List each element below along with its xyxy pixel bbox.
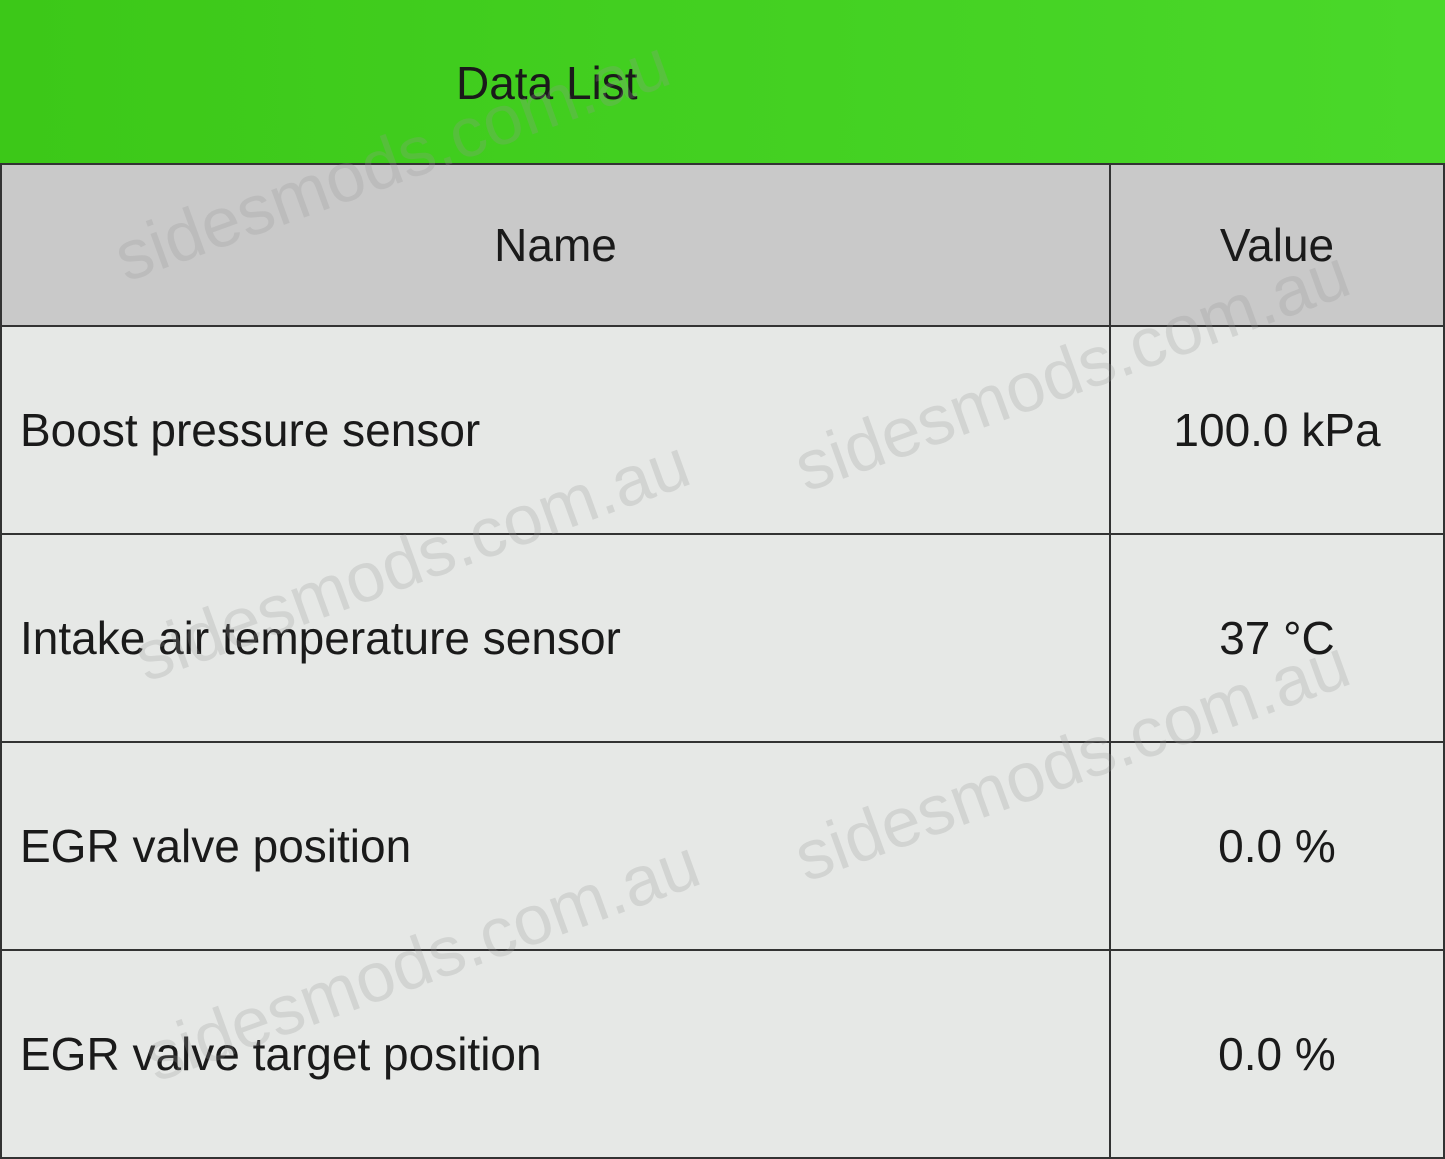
table-row[interactable]: EGR valve position 0.0 % — [0, 741, 1445, 951]
title-bar: Data List — [0, 0, 1445, 163]
row-value: 0.0 % — [1109, 949, 1445, 1159]
row-name: Boost pressure sensor — [0, 325, 1111, 535]
row-name: EGR valve target position — [0, 949, 1111, 1159]
column-header-value: Value — [1109, 163, 1445, 327]
column-header-name: Name — [0, 163, 1111, 327]
row-value: 0.0 % — [1109, 741, 1445, 951]
table-row[interactable]: EGR valve target position 0.0 % — [0, 949, 1445, 1159]
table-header: Name Value — [0, 163, 1445, 327]
data-list-table: Name Value Boost pressure sensor 100.0 kPa… — [0, 163, 1445, 1159]
page-title: Data List — [456, 57, 638, 109]
row-name: Intake air temperature sensor — [0, 533, 1111, 743]
row-value: 37 °C — [1109, 533, 1445, 743]
table-row[interactable]: Intake air temperature sensor 37 °C — [0, 533, 1445, 743]
row-name: EGR valve position — [0, 741, 1111, 951]
table-row[interactable]: Boost pressure sensor 100.0 kPa — [0, 325, 1445, 535]
row-value: 100.0 kPa — [1109, 325, 1445, 535]
